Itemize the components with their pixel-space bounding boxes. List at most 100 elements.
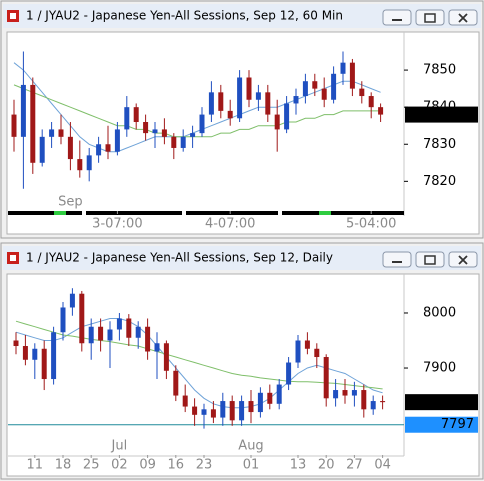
x-tick-label: 11: [27, 458, 44, 473]
candle-body: [182, 395, 188, 407]
candle-body: [331, 73, 337, 100]
candle-body: [51, 332, 57, 380]
candle-body: [380, 401, 386, 403]
price-marker-label: 7797: [441, 417, 474, 432]
window-top: 1 / JYAU2 - Japanese Yen-All Sessions, S…: [0, 0, 484, 239]
candle-body: [370, 401, 376, 410]
restore-button[interactable]: [415, 9, 445, 26]
candle-body: [41, 348, 47, 380]
candle-body: [39, 136, 45, 163]
x-tick-label: 25: [83, 458, 100, 473]
candle-body: [246, 77, 252, 100]
minimize-button[interactable]: [382, 9, 412, 26]
candle-body: [314, 348, 320, 358]
candle-body: [349, 62, 355, 89]
candle-body: [208, 92, 214, 115]
candle-body: [96, 144, 102, 156]
candle-body: [248, 401, 254, 413]
candle-body: [257, 392, 263, 413]
candle-body: [180, 136, 186, 148]
candle-body: [161, 129, 167, 137]
month-label: Jul: [111, 439, 128, 454]
restore-glyph: [424, 255, 436, 265]
candle-body: [173, 370, 179, 396]
candle-body: [359, 88, 365, 97]
candle-body: [126, 318, 132, 338]
candle-body: [340, 62, 346, 74]
x-tick-label: 16: [168, 458, 185, 473]
app-icon-inner: [10, 13, 16, 19]
y-tick-label: 7850: [423, 63, 456, 78]
candle-body: [199, 114, 205, 134]
candle-body: [276, 384, 282, 404]
candle-body: [163, 343, 169, 371]
candle-body: [321, 88, 327, 100]
candle-body: [79, 293, 85, 344]
window-title: 1 / JYAU2 - Japanese Yen-All Sessions, S…: [26, 9, 343, 23]
candle-body: [11, 114, 17, 137]
session-gap: [278, 211, 282, 215]
minimize-glyph: [392, 261, 402, 263]
x-tick-label: 04: [374, 458, 391, 473]
candle-body: [342, 390, 348, 396]
candle-body: [274, 114, 280, 130]
restore-button[interactable]: [415, 251, 445, 268]
app-icon-inner: [10, 255, 16, 261]
candle-body: [201, 409, 207, 415]
candle-body: [210, 409, 216, 418]
x-tick-label: 18: [55, 458, 72, 473]
candle-body: [60, 307, 66, 333]
x-tick-label: 4-07:00: [205, 217, 255, 232]
price-marker-label: 7838: [441, 395, 474, 410]
month-label: Sep: [58, 195, 83, 210]
session-strip-green: [319, 211, 331, 215]
candle-body: [114, 129, 120, 152]
y-tick-label: 7820: [423, 174, 456, 189]
candle-body: [77, 159, 83, 171]
candle-body: [98, 326, 104, 341]
candle-body: [304, 340, 310, 349]
y-tick-label: 7900: [423, 361, 456, 376]
candle-body: [227, 110, 233, 119]
month-label: Aug: [238, 439, 263, 454]
candle-body: [13, 340, 19, 347]
price-marker-box: [405, 416, 478, 433]
close-glyph: [458, 255, 468, 265]
price-marker-box: [405, 106, 478, 123]
candle-body: [333, 390, 339, 399]
x-tick-label: 3-07:00: [92, 217, 142, 232]
candle-body: [284, 103, 290, 130]
candle-body: [220, 401, 226, 418]
y-tick-label: 7830: [423, 137, 456, 152]
minimize-glyph: [392, 19, 402, 21]
candle-body: [190, 133, 196, 137]
candle-body: [58, 129, 64, 137]
candle-body: [124, 107, 130, 130]
session-gap: [182, 211, 186, 215]
candle-body: [229, 401, 235, 421]
minimize-button[interactable]: [382, 251, 412, 268]
candle-body: [265, 92, 271, 115]
moving-average: [15, 318, 383, 409]
window-buttons[interactable]: [382, 9, 478, 26]
candle-body: [133, 107, 139, 122]
candle-body: [302, 81, 308, 97]
candle-body: [293, 96, 299, 104]
candle-body: [143, 122, 149, 134]
session-strip: [8, 211, 404, 215]
x-tick-label: 13: [290, 458, 307, 473]
candle-body: [135, 326, 141, 338]
restore-glyph: [424, 13, 436, 23]
candle-body: [361, 390, 367, 410]
candle-body: [171, 136, 177, 148]
price-marker-box: [405, 394, 478, 411]
candle-body: [286, 362, 292, 385]
window-buttons[interactable]: [382, 251, 478, 268]
x-tick-label: 09: [139, 458, 156, 473]
x-tick-label: 27: [346, 458, 363, 473]
candle-body: [145, 326, 151, 352]
candle-body: [30, 84, 36, 163]
candle-body: [67, 136, 73, 160]
window-title: 1 / JYAU2 - Japanese Yen-All Sessions, S…: [26, 251, 333, 265]
candle-body: [107, 329, 113, 341]
